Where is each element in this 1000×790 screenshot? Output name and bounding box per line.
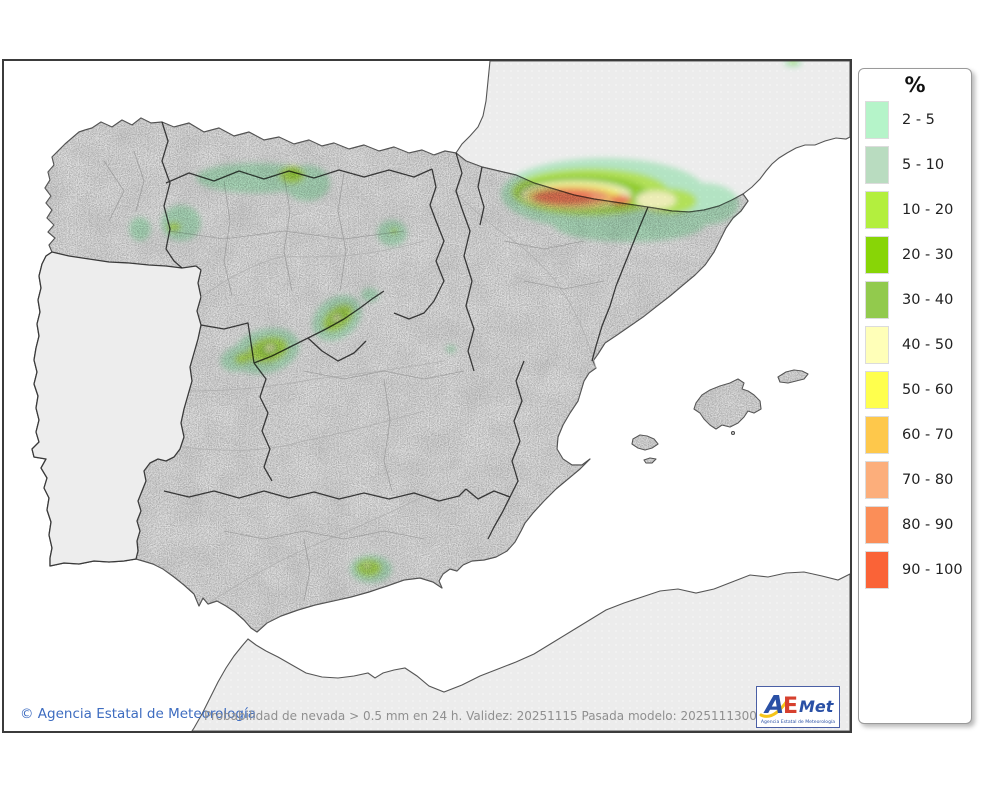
legend-item: 60 - 70: [859, 412, 971, 457]
blob-sierra-de-guadarrama: [361, 288, 379, 302]
region-borders: [161, 121, 649, 540]
blob-sierra-de-la-demanda: [390, 228, 398, 234]
blob-teruel: [446, 345, 456, 353]
map-canvas: [4, 61, 850, 731]
legend-swatch: [865, 550, 889, 589]
legend-swatch: [865, 505, 889, 544]
legend-item: 10 - 20: [859, 187, 971, 232]
legend-item: 80 - 90: [859, 502, 971, 547]
legend-item: 5 - 10: [859, 142, 971, 187]
legend-label: 70 - 80: [902, 471, 954, 488]
legend-label: 40 - 50: [902, 336, 954, 353]
legend-label: 60 - 70: [902, 426, 954, 443]
blob-cordillera-cantabrica: [288, 170, 300, 178]
blob-francia-borde: [789, 61, 797, 64]
legend-item: 2 - 5: [859, 97, 971, 142]
aemet-logo-art: A E Met Agencia Estatal de Meteorología: [759, 690, 835, 725]
cabrera: [730, 430, 736, 436]
legend-swatch: [865, 235, 889, 274]
aemet-logo: A E Met Agencia Estatal de Meteorología: [756, 686, 840, 728]
legend-swatch: [865, 415, 889, 454]
copyright-text: © Agencia Estatal de Meteorología: [20, 706, 257, 722]
legend-swatch: [865, 280, 889, 319]
legend-label: 50 - 60: [902, 381, 954, 398]
legend-swatch: [865, 370, 889, 409]
legend-item: 70 - 80: [859, 457, 971, 502]
blob-pirineos: [636, 191, 676, 209]
legend-label: 2 - 5: [902, 111, 935, 128]
legend-item: 30 - 40: [859, 277, 971, 322]
legend-items: 2 - 5 5 - 10 10 - 20 20 - 30 30 - 40 40 - 50 5…: [859, 97, 971, 592]
blob-sierra-de-gredos: [265, 344, 275, 352]
logo-subtitle: Agencia Estatal de Meteorología: [761, 718, 835, 725]
blob-sanabria: [161, 205, 201, 241]
logo-swoosh: [759, 699, 789, 718]
blob-pirineos: [535, 190, 593, 204]
legend-item: 40 - 50: [859, 322, 971, 367]
logo-letter-a: A: [763, 690, 784, 719]
rivers: [181, 188, 597, 603]
blob-layer: [129, 61, 802, 583]
legend-label: 90 - 100: [902, 561, 963, 578]
legend-label: 30 - 40: [902, 291, 954, 308]
legend-swatch: [865, 190, 889, 229]
blob-sierra-de-gredos: [234, 351, 254, 365]
logo-letter-e: E: [783, 694, 798, 719]
blob-pirineos: [609, 195, 631, 205]
blob-sierra-de-guadarrama: [333, 314, 341, 322]
map-caption: Probabilidad de nevada > 0.5 mm en 24 h.…: [204, 709, 757, 723]
legend-label: 20 - 30: [902, 246, 954, 263]
logo-letters-met: Met: [799, 697, 835, 716]
blob-sanabria: [167, 222, 181, 232]
portugal-landmass: [31, 251, 202, 567]
legend-swatch: [865, 100, 889, 139]
blob-sierra-nevada: [364, 564, 370, 568]
legend-label: 10 - 20: [902, 201, 954, 218]
legend-item: 20 - 30: [859, 232, 971, 277]
legend-title: %: [904, 73, 926, 97]
legend-item: 90 - 100: [859, 547, 971, 592]
africa-landmass: [191, 571, 850, 731]
legend-label: 5 - 10: [902, 156, 945, 173]
blob-sanabria: [129, 217, 151, 241]
legend-label: 80 - 90: [902, 516, 954, 533]
province-borders: [103, 150, 605, 602]
legend-panel: % 2 - 5 5 - 10 10 - 20 20 - 30 30 - 40 40 - 5…: [858, 68, 972, 724]
map-panel: [2, 59, 852, 733]
legend-item: 50 - 60: [859, 367, 971, 412]
legend-swatch: [865, 145, 889, 184]
legend-swatch: [865, 325, 889, 364]
legend-swatch: [865, 460, 889, 499]
